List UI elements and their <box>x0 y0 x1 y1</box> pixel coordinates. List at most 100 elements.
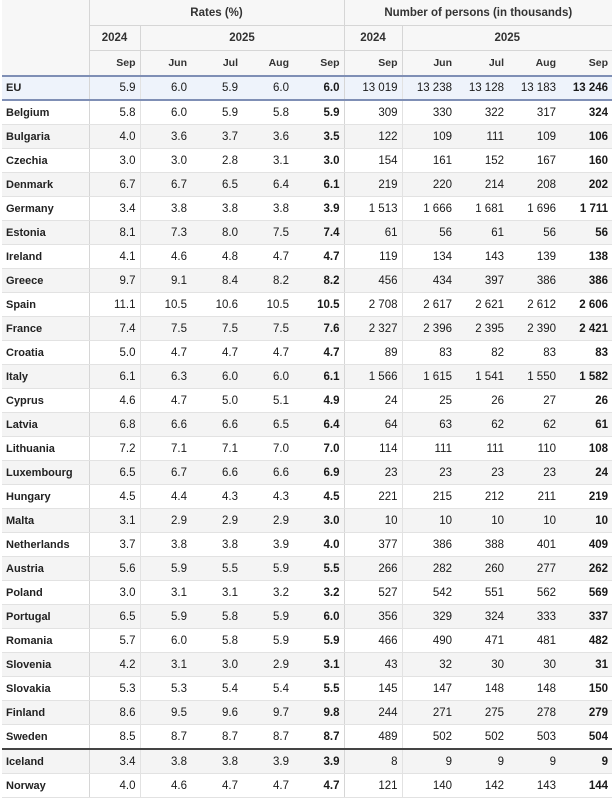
persons-cell: 214 <box>456 172 508 197</box>
persons-cell: 503 <box>508 724 560 750</box>
persons-cell: 466 <box>344 628 403 653</box>
persons-cell: 9 <box>402 748 456 774</box>
persons-cell: 64 <box>344 412 403 437</box>
rate-cell: 6.6 <box>140 412 191 437</box>
rate-cell: 5.0 <box>89 340 141 365</box>
rate-cell: 3.1 <box>191 580 242 605</box>
table-row: Denmark 6.7 6.7 6.5 6.4 6.1 219 220 214 208 202 <box>2 172 613 197</box>
rate-cell: 3.0 <box>293 508 345 533</box>
persons-cell: 482 <box>560 628 613 653</box>
rate-cell: 3.1 <box>140 652 191 677</box>
persons-cell: 551 <box>456 580 508 605</box>
persons-cell: 337 <box>560 604 613 629</box>
persons-cell: 143 <box>456 244 508 269</box>
persons-cell: 62 <box>456 412 508 437</box>
country-name: Austria <box>2 556 90 581</box>
persons-month-jun: Jun <box>402 50 456 76</box>
rate-cell: 6.0 <box>293 604 345 629</box>
table-row: France 7.4 7.5 7.5 7.5 7.6 2 327 2 396 2 395 2 39… <box>2 316 613 341</box>
country-name: Croatia <box>2 340 90 365</box>
persons-cell: 409 <box>560 532 613 557</box>
rate-cell: 5.1 <box>242 388 293 413</box>
rate-cell: 3.8 <box>140 748 191 774</box>
persons-cell: 134 <box>402 244 456 269</box>
rate-cell: 6.0 <box>242 364 293 389</box>
rate-cell: 4.5 <box>89 484 141 509</box>
persons-cell: 56 <box>560 220 613 245</box>
persons-cell: 63 <box>402 412 456 437</box>
rate-cell: 3.7 <box>191 124 242 149</box>
persons-cell: 10 <box>508 508 560 533</box>
persons-cell: 121 <box>344 773 403 798</box>
rate-cell: 4.3 <box>191 484 242 509</box>
persons-cell: 31 <box>560 652 613 677</box>
persons-cell: 160 <box>560 148 613 173</box>
table-row: Norway 4.0 4.6 4.7 4.7 4.7 121 140 142 143 144 <box>2 773 613 798</box>
persons-cell: 1 582 <box>560 364 613 389</box>
persons-cell: 106 <box>560 124 613 149</box>
persons-cell: 109 <box>402 124 456 149</box>
rate-cell: 9.7 <box>242 700 293 725</box>
rate-cell: 8.7 <box>242 724 293 750</box>
rate-cell: 5.4 <box>191 676 242 701</box>
rate-cell: 6.0 <box>191 364 242 389</box>
persons-cell: 211 <box>508 484 560 509</box>
persons-cell: 1 666 <box>402 196 456 221</box>
persons-cell: 9 <box>560 748 613 774</box>
persons-cell: 262 <box>560 556 613 581</box>
country-name: Cyprus <box>2 388 90 413</box>
persons-cell: 333 <box>508 604 560 629</box>
table-row: Belgium 5.8 6.0 5.9 5.8 5.9 309 330 322 317 324 <box>2 100 613 125</box>
rate-cell: 4.7 <box>191 340 242 365</box>
persons-cell: 167 <box>508 148 560 173</box>
table-row: Germany 3.4 3.8 3.8 3.8 3.9 1 513 1 666 1 681 1 6… <box>2 196 613 221</box>
persons-cell: 13 019 <box>344 76 403 101</box>
persons-cell: 317 <box>508 100 560 125</box>
rate-cell: 7.1 <box>191 436 242 461</box>
persons-cell: 324 <box>456 604 508 629</box>
rate-cell: 5.9 <box>242 556 293 581</box>
rates-year-2024: 2024 <box>89 25 141 51</box>
persons-cell: 212 <box>456 484 508 509</box>
rate-cell: 4.6 <box>140 773 191 798</box>
country-name: Luxembourg <box>2 460 90 485</box>
persons-cell: 140 <box>402 773 456 798</box>
rate-cell: 9.8 <box>293 700 345 725</box>
rate-cell: 3.0 <box>89 148 141 173</box>
persons-cell: 2 390 <box>508 316 560 341</box>
rate-cell: 3.0 <box>191 652 242 677</box>
table-row: Portugal 6.5 5.9 5.8 5.9 6.0 356 329 324 333 337 <box>2 604 613 629</box>
rate-cell: 3.4 <box>89 196 141 221</box>
rates-group-header: Rates (%) <box>89 0 345 26</box>
persons-cell: 56 <box>508 220 560 245</box>
country-name: France <box>2 316 90 341</box>
rate-cell: 7.2 <box>89 436 141 461</box>
table-row: Cyprus 4.6 4.7 5.0 5.1 4.9 24 25 26 27 26 <box>2 388 613 413</box>
persons-month-sep-2025: Sep <box>560 50 613 76</box>
persons-cell: 386 <box>508 268 560 293</box>
persons-cell: 502 <box>456 724 508 750</box>
rate-cell: 7.5 <box>242 220 293 245</box>
country-name: Ireland <box>2 244 90 269</box>
rate-cell: 3.9 <box>293 748 345 774</box>
rate-cell: 8.6 <box>89 700 141 725</box>
rate-cell: 4.0 <box>293 532 345 557</box>
rate-cell: 9.1 <box>140 268 191 293</box>
persons-cell: 282 <box>402 556 456 581</box>
persons-cell: 61 <box>560 412 613 437</box>
rate-cell: 3.8 <box>140 532 191 557</box>
rate-cell: 4.5 <box>293 484 345 509</box>
rate-cell: 3.9 <box>242 532 293 557</box>
persons-cell: 144 <box>560 773 613 798</box>
persons-cell: 110 <box>508 436 560 461</box>
rate-cell: 3.1 <box>242 148 293 173</box>
persons-cell: 108 <box>560 436 613 461</box>
rate-cell: 6.6 <box>242 460 293 485</box>
rate-cell: 3.8 <box>242 196 293 221</box>
rate-cell: 6.9 <box>293 460 345 485</box>
rate-cell: 5.9 <box>242 604 293 629</box>
rate-cell: 8.5 <box>89 724 141 750</box>
rate-cell: 4.0 <box>89 773 141 798</box>
rate-cell: 6.5 <box>89 604 141 629</box>
rate-cell: 6.0 <box>140 628 191 653</box>
